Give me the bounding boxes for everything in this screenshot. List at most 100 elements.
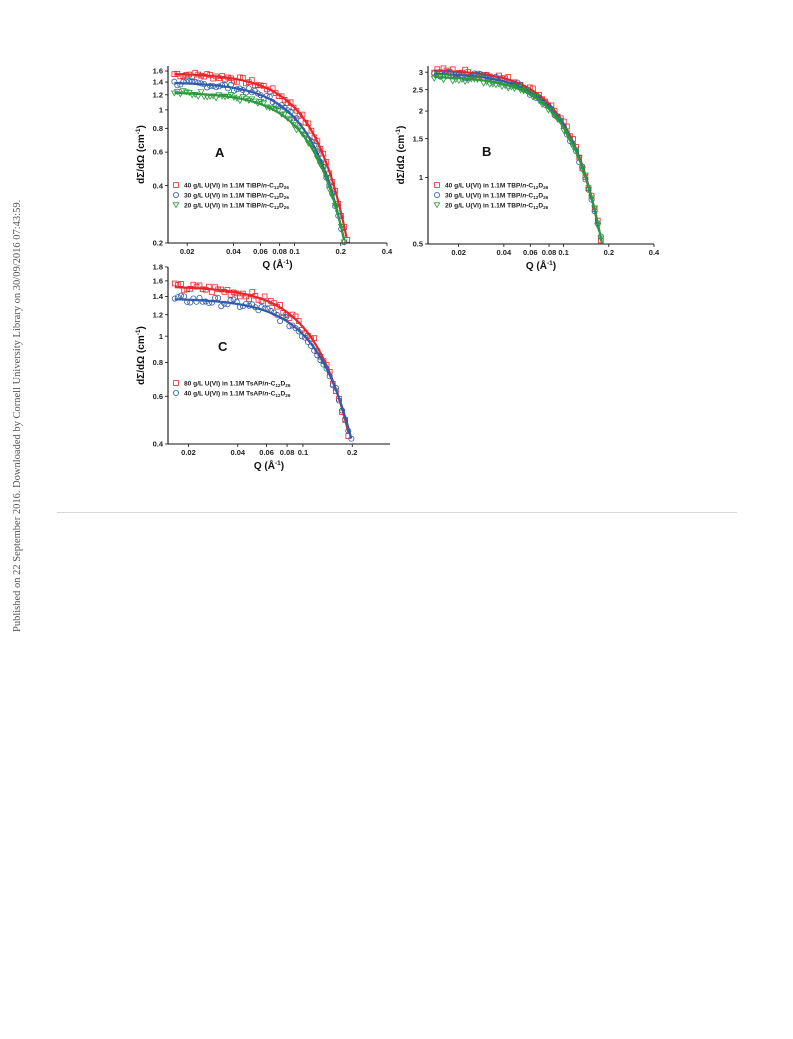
legend-text-part: n bbox=[522, 192, 526, 199]
data-series bbox=[171, 77, 348, 246]
fit-curve bbox=[174, 72, 348, 238]
legend-text-part: n bbox=[264, 390, 268, 397]
data-point bbox=[275, 107, 283, 114]
legend-text-part: -C bbox=[267, 192, 274, 199]
data-point bbox=[215, 294, 222, 301]
legend-text-part: D bbox=[281, 390, 286, 397]
legend-text-part: -C bbox=[267, 202, 274, 209]
x-tick-label: 0.04 bbox=[497, 248, 512, 257]
y-tick-label: 1.8 bbox=[153, 263, 163, 272]
x-tick-label: 0.04 bbox=[226, 247, 241, 256]
panel-letter: A bbox=[215, 145, 225, 160]
legend-label: 30 g/L U(VI) in 1.1M TBP/n-C12D26 bbox=[445, 192, 549, 200]
legend-label: 20 g/L U(VI) in 1.1M TBP/n-C12D26 bbox=[445, 202, 549, 210]
y-tick-label: 1.2 bbox=[153, 90, 163, 99]
legend-label: 40 g/L U(VI) in 1.1M TiBP/n-C12D26 bbox=[184, 182, 289, 190]
data-point bbox=[286, 315, 293, 321]
x-tick-label: 0.02 bbox=[451, 248, 466, 257]
y-tick-label: 0.5 bbox=[413, 240, 423, 249]
legend-text-part: 26 bbox=[543, 185, 549, 190]
x-axis-label-part: Q (Å bbox=[254, 459, 275, 472]
x-tick-label: 0.08 bbox=[280, 448, 295, 457]
x-tick-label: 0.4 bbox=[649, 248, 660, 257]
legend-text-part: 12 bbox=[533, 185, 539, 190]
x-tick-label: 0.08 bbox=[542, 248, 557, 257]
x-axis-label-part: -1 bbox=[547, 260, 553, 267]
x-tick-label: 0.2 bbox=[347, 448, 357, 457]
legend-text-part: 26 bbox=[284, 185, 290, 190]
x-axis-label-part: ) bbox=[289, 260, 292, 271]
legend-text-part: D bbox=[538, 182, 543, 189]
legend-text-part: D bbox=[279, 182, 284, 189]
x-axis-label-part: ) bbox=[553, 261, 556, 272]
y-tick-label: 2 bbox=[419, 107, 423, 116]
data-point bbox=[190, 295, 197, 302]
legend-label: 30 g/L U(VI) in 1.1M TiBP/n-C12D26 bbox=[184, 192, 289, 200]
legend-text-part: 26 bbox=[284, 205, 290, 210]
data-point bbox=[197, 89, 205, 96]
legend-text-part: -C bbox=[526, 192, 533, 199]
legend-marker bbox=[433, 191, 440, 198]
legend-text-part: 40 g/L U(VI) in 1.1M TiBP/ bbox=[184, 182, 263, 189]
legend-text-part: 20 g/L U(VI) in 1.1M TBP/ bbox=[445, 202, 522, 209]
legend-marker bbox=[172, 389, 179, 396]
y-tick-label: 0.4 bbox=[153, 181, 164, 190]
data-point bbox=[246, 296, 252, 303]
y-tick-label: 0.8 bbox=[153, 358, 163, 367]
legend-text-part: 80 g/L U(VI) in 1.1M TsAP/ bbox=[184, 380, 265, 387]
y-axis-label-part: dΣ/dΩ (cm bbox=[136, 134, 147, 184]
data-series bbox=[430, 71, 605, 244]
legend-text-part: 12 bbox=[274, 185, 280, 190]
y-tick-label: 1.6 bbox=[153, 276, 163, 285]
y-axis-label: dΣ/dΩ (cm-1) bbox=[135, 326, 147, 385]
y-axis-label-part: dΣ/dΩ (cm bbox=[136, 335, 147, 385]
legend-marker bbox=[434, 182, 440, 188]
data-point bbox=[283, 313, 290, 320]
data-point bbox=[449, 78, 457, 85]
legend-text-part: 26 bbox=[543, 195, 549, 200]
data-point bbox=[278, 93, 285, 100]
panel-letter: B bbox=[482, 144, 491, 159]
legend-text-part: -C bbox=[267, 182, 274, 189]
y-tick-label: 3 bbox=[419, 68, 423, 77]
data-point bbox=[514, 83, 522, 90]
legend-text-part: n bbox=[263, 202, 267, 209]
legend-text-part: n bbox=[263, 192, 267, 199]
legend-text-part: n bbox=[522, 202, 526, 209]
y-tick-label: 1.6 bbox=[153, 67, 163, 76]
data-point bbox=[308, 127, 315, 134]
legend-marker bbox=[433, 202, 441, 209]
x-axis-label-part: ) bbox=[281, 461, 284, 472]
y-axis-label-part: -1 bbox=[135, 128, 142, 134]
legend-text-part: -C bbox=[526, 182, 533, 189]
x-tick-label: 0.06 bbox=[523, 248, 538, 257]
legend-label: 40 g/L U(VI) in 1.1M TsAP/n-C12D26 bbox=[184, 390, 291, 398]
legend-text-part: D bbox=[538, 192, 543, 199]
x-axis-label: Q (Å-1) bbox=[262, 258, 292, 271]
legend-text-part: 12 bbox=[274, 195, 280, 200]
legend-marker bbox=[172, 191, 179, 198]
legend-text-part: D bbox=[538, 202, 543, 209]
x-tick-label: 0.06 bbox=[259, 448, 274, 457]
legend-text-part: 30 g/L U(VI) in 1.1M TBP/ bbox=[445, 192, 522, 199]
data-point bbox=[237, 293, 243, 300]
legend-text-part: 20 g/L U(VI) in 1.1M TiBP/ bbox=[184, 202, 263, 209]
legend-text-part: 12 bbox=[533, 195, 539, 200]
data-point bbox=[430, 75, 438, 82]
x-tick-label: 0.2 bbox=[336, 247, 346, 256]
y-axis-label-part: dΣ/dΩ (cm bbox=[396, 135, 407, 185]
data-point bbox=[292, 325, 299, 332]
x-tick-label: 0.02 bbox=[181, 448, 196, 457]
fit-curve bbox=[174, 298, 353, 439]
y-axis-label-part: -1 bbox=[135, 329, 142, 335]
x-tick-label: 0.08 bbox=[272, 247, 287, 256]
y-tick-label: 1.5 bbox=[413, 134, 423, 143]
data-point bbox=[176, 91, 184, 98]
legend-text-part: 12 bbox=[274, 205, 280, 210]
legend-text-part: -C bbox=[268, 380, 275, 387]
y-axis-label-part: ) bbox=[136, 326, 147, 329]
x-tick-label: 0.06 bbox=[253, 247, 268, 256]
y-tick-label: 1.4 bbox=[153, 292, 164, 301]
chart-panel-c: 0.02 0.04 0.06 0.08 0.1 0.2 0.4 0.6 0.8 1 1.2 1.4 1.… bbox=[135, 263, 390, 472]
